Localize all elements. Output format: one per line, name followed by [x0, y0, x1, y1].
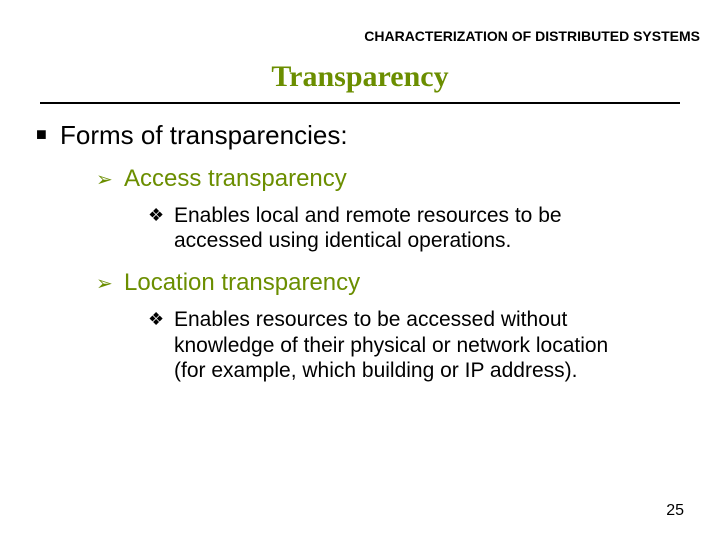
diamond-bullet-icon: ❖ [148, 309, 164, 331]
arrow-bullet-icon: ➢ [96, 167, 113, 192]
content-area: ■ Forms of transparencies: ➢ Access tran… [36, 120, 684, 399]
level3-item: ❖ Enables resources to be accessed witho… [148, 307, 644, 383]
slide-title: Transparency [40, 60, 680, 94]
level3-text: Enables resources to be accessed without… [174, 308, 608, 381]
header-label: CHARACTERIZATION OF DISTRIBUTED SYSTEMS [364, 28, 700, 44]
diamond-bullet-icon: ❖ [148, 205, 164, 227]
title-container: Transparency [40, 60, 680, 104]
level1-item: ■ Forms of transparencies: [36, 120, 684, 151]
level2-text: Location transparency [124, 269, 360, 296]
square-bullet-icon: ■ [36, 124, 47, 145]
level2-text: Access transparency [124, 165, 347, 192]
page-number: 25 [666, 502, 684, 520]
level1-text: Forms of transparencies: [60, 120, 348, 150]
arrow-bullet-icon: ➢ [96, 271, 113, 296]
level3-text: Enables local and remote resources to be… [174, 204, 562, 252]
level2-item: ➢ Access transparency [96, 165, 684, 193]
level3-item: ❖ Enables local and remote resources to … [148, 203, 644, 253]
level2-item: ➢ Location transparency [96, 269, 684, 297]
